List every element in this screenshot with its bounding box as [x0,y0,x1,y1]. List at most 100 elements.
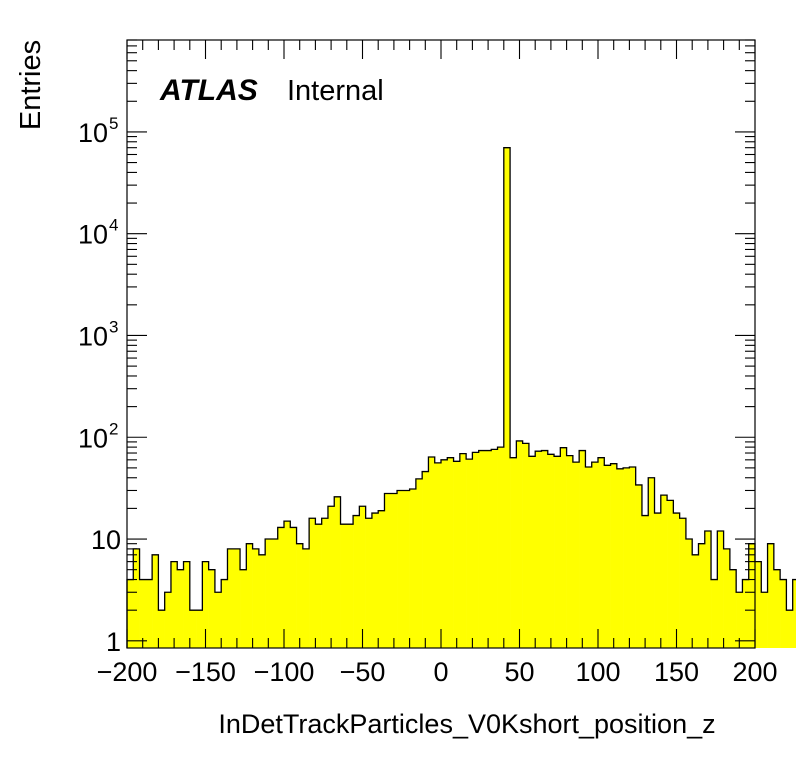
histogram-bin [390,493,398,648]
histogram-bin [196,610,203,648]
histogram-bin [296,543,304,648]
y-tick-exponent: 5 [109,114,118,133]
plot-frame [126,39,756,649]
histogram-bin [290,527,297,648]
histogram-bin [660,495,668,648]
histogram-bin [780,579,787,648]
histogram-bin [340,524,348,648]
y-tick-label: 10 [78,423,108,453]
histogram-bin [371,513,379,648]
histogram-bin [685,539,693,648]
histogram-bin [127,579,134,648]
histogram-bin [359,506,366,648]
x-tick-label: 100 [575,657,620,687]
histogram-bin [152,554,159,648]
histogram-bin [528,456,536,648]
histogram-bin [258,554,266,648]
histogram-bin [409,489,417,648]
y-tick-label: 10 [78,220,108,250]
histogram-bin [183,561,191,648]
histogram-bin [284,521,291,648]
x-tick-label: 150 [654,657,699,687]
histogram-bin [277,527,285,648]
y-tick-label: 10 [78,118,108,148]
histogram-bin [585,467,593,648]
histogram-outline [126,147,796,648]
histogram-bin [541,450,549,648]
histogram-bin [484,450,492,648]
histogram-bin [271,539,279,648]
histogram-bin [673,513,680,648]
x-tick-label: 50 [504,657,534,687]
histogram-bin [428,456,436,648]
histogram-bin [767,543,775,648]
histogram-bin [629,467,636,648]
histogram-bin [692,554,699,648]
histogram-bin [641,515,649,648]
histogram-bin [422,471,429,648]
y-tick-label: 10 [78,321,108,351]
atlas-label: ATLAS [159,74,258,107]
histogram-bin [516,440,523,648]
histogram-bin [786,610,793,648]
x-tick-label: −50 [340,657,386,687]
histogram-bin [466,459,473,648]
histogram-bin [459,453,467,648]
histogram-bin [397,490,404,648]
histogram-bin [610,463,618,648]
histogram-bin [145,579,153,648]
histogram-bin [202,561,209,648]
histogram-bin [503,147,511,648]
y-axis-title: Entries [15,40,47,130]
histogram-bin [723,548,731,648]
x-tick-label: −100 [254,657,315,687]
histogram-bin [560,447,567,648]
x-axis-title: InDetTrackParticles_V0Kshort_position_z [218,709,715,739]
x-tick-labels: −200 −150 −100 −50 0 50 100 150 200 [97,657,778,687]
histogram-bin [535,451,542,648]
histogram-bin [604,465,611,648]
histogram-bin [321,518,329,648]
histogram-bin [497,447,505,648]
histogram-bin [365,518,373,648]
histogram-bin [623,467,630,648]
histogram-bin [415,478,423,648]
histogram-bin [302,548,310,648]
histogram-bin [773,569,781,648]
histogram-bin [252,548,260,648]
x-tick-label: 200 [732,657,777,687]
histogram-bin [453,461,461,648]
histogram-bin [315,524,322,648]
histogram-bin [227,548,235,648]
histogram-bin [679,518,687,648]
histogram-bin [792,579,796,648]
histogram-bin [447,457,454,648]
histogram-bin [566,455,574,648]
histogram-bin [667,500,674,648]
histogram-bin [246,543,253,648]
histogram-bin [698,543,706,648]
histogram-bin [761,592,768,648]
y-tick-exponent: 4 [109,216,118,235]
histogram-bin [755,561,762,648]
histogram-bin [214,592,222,648]
histogram-bin [334,496,341,648]
histogram-bin [378,510,385,648]
histogram-bin [572,462,580,648]
histogram-bin [189,610,197,648]
histogram-bin [748,543,756,648]
histogram-bin [384,493,392,648]
histogram-bin [711,579,718,648]
histogram-bin [434,462,442,648]
histogram-bin [233,548,241,648]
x-tick-label: −150 [175,657,236,687]
y-tick-exponent: 3 [109,317,118,336]
histogram-bin [736,592,743,648]
histogram-bin [591,462,599,648]
histogram-bin [170,561,178,648]
histogram-bin [158,610,165,648]
histogram-bin [510,457,517,648]
